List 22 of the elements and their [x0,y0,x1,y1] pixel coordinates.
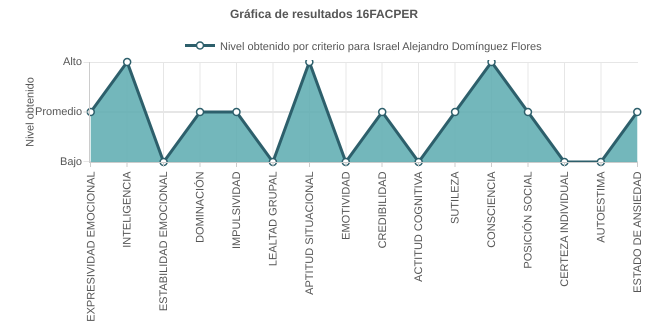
x-tick-label: CREDIBILIDAD [376,171,389,248]
x-tick-label: EXPRESIVIDAD EMOCIONAL [85,171,98,322]
text: Bajo [60,156,82,168]
x-tick-label: APTITUD SITUACIONAL [304,171,316,295]
x-tick-label: ESTABILIDAD EMOCIONAL [158,171,170,312]
x-tick-label: CERTEZA INDIVIDUAL [558,171,571,287]
x-tick-label: ESTADO DE ANSIEDAD [632,171,644,293]
legend-label: Nivel obtenido por criterio para Israel Alejandro Domínguez Flores [220,40,542,53]
x-tick-label: CONSCIENCIA [486,170,498,248]
x-tick-label: LEALTAD GRUPAL [267,171,280,266]
x-tick-label: ACTITUD COGNITIVA [413,170,426,282]
x-tick-label: IMPULSIVIDAD [231,171,244,250]
x-tick-label: DOMINACIÓN [194,171,207,243]
text: Promedio [35,106,82,118]
x-tick-label: EMOTIVIDAD [340,171,352,240]
x-tick-label: AUTOESTIMA [595,170,608,243]
y-axis-title: Nivel obtenido [24,77,37,147]
x-tick-label: SUTILEZA [450,170,462,224]
chart-title: Gráfica de resultados 16FACPER [230,7,418,22]
x-tick-label: POSICIÓN SOCIAL [522,171,535,269]
x-tick-label: INTELIGENCIA [122,170,134,248]
text: Alto [63,56,82,68]
